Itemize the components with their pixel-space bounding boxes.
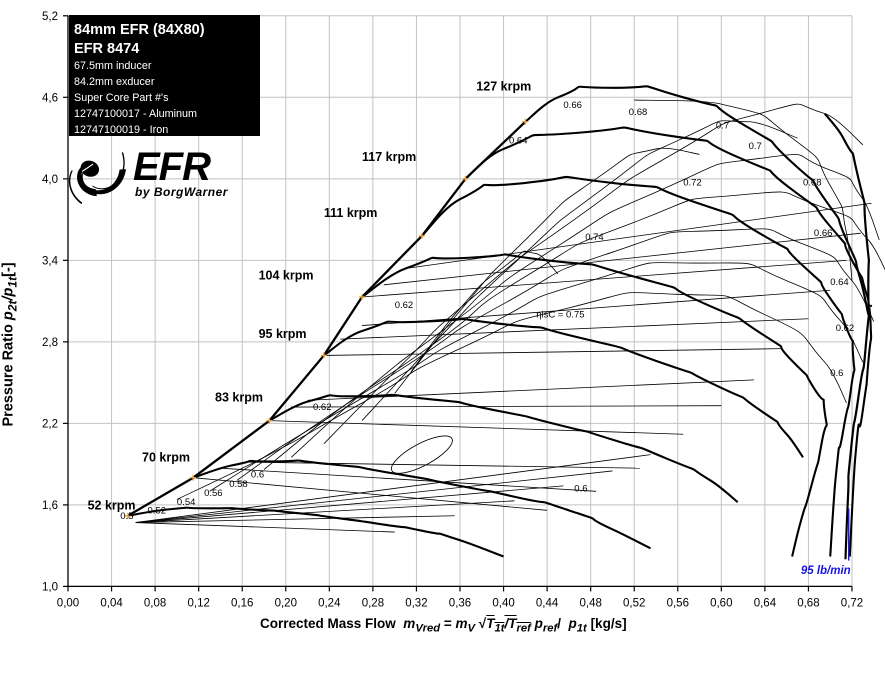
svg-text:0,08: 0,08 xyxy=(144,597,166,609)
svg-text:117 krpm: 117 krpm xyxy=(362,150,416,164)
svg-text:4,0: 4,0 xyxy=(42,174,58,186)
svg-text:4,6: 4,6 xyxy=(42,92,58,104)
svg-text:Super Core Part #'s: Super Core Part #'s xyxy=(74,92,169,104)
svg-text:0,40: 0,40 xyxy=(492,597,514,609)
svg-text:0.7: 0.7 xyxy=(749,141,762,152)
svg-text:0,32: 0,32 xyxy=(405,597,427,609)
svg-text:0.62: 0.62 xyxy=(313,402,332,413)
svg-text:95 lb/min: 95 lb/min xyxy=(801,565,851,577)
svg-text:3,4: 3,4 xyxy=(42,255,59,267)
svg-text:0,68: 0,68 xyxy=(797,597,819,609)
svg-text:0,72: 0,72 xyxy=(841,597,863,609)
svg-text:0.7: 0.7 xyxy=(716,121,729,132)
svg-text:0.6: 0.6 xyxy=(830,368,843,379)
svg-text:1,6: 1,6 xyxy=(42,500,58,512)
svg-text:0.72: 0.72 xyxy=(683,178,702,189)
svg-text:111 krpm: 111 krpm xyxy=(324,206,378,220)
svg-text:5,2: 5,2 xyxy=(42,11,58,23)
svg-text:12747100019 - Iron: 12747100019 - Iron xyxy=(74,124,168,136)
svg-text:2,2: 2,2 xyxy=(42,418,58,430)
svg-text:83 krpm: 83 krpm xyxy=(215,391,263,405)
svg-text:EFR 8474: EFR 8474 xyxy=(74,41,139,57)
svg-text:0.52: 0.52 xyxy=(148,506,167,517)
svg-text:84mm EFR (84X80): 84mm EFR (84X80) xyxy=(74,22,205,38)
svg-text:0.62: 0.62 xyxy=(836,323,855,334)
svg-text:0,64: 0,64 xyxy=(754,597,777,609)
svg-text:0,56: 0,56 xyxy=(667,597,689,609)
svg-text:0.66: 0.66 xyxy=(563,100,582,111)
svg-text:12747100017 - Aluminum: 12747100017 - Aluminum xyxy=(74,108,197,120)
svg-text:1,0: 1,0 xyxy=(42,581,58,593)
svg-text:70 krpm: 70 krpm xyxy=(142,450,190,464)
svg-text:0.64: 0.64 xyxy=(509,136,528,147)
svg-text:0,60: 0,60 xyxy=(710,597,732,609)
svg-text:0,28: 0,28 xyxy=(362,597,384,609)
svg-text:EFR: EFR xyxy=(133,145,211,189)
svg-text:ηisC = 0.75: ηisC = 0.75 xyxy=(536,309,584,320)
svg-text:0,52: 0,52 xyxy=(623,597,645,609)
svg-text:0.68: 0.68 xyxy=(803,178,822,189)
svg-text:0,12: 0,12 xyxy=(188,597,210,609)
svg-text:0.6: 0.6 xyxy=(574,483,587,494)
svg-text:0.5: 0.5 xyxy=(120,511,133,522)
svg-text:2,8: 2,8 xyxy=(42,337,58,349)
svg-text:0,04: 0,04 xyxy=(100,597,123,609)
svg-text:0.6: 0.6 xyxy=(251,470,264,481)
svg-text:0.54: 0.54 xyxy=(177,497,196,508)
svg-text:0.74: 0.74 xyxy=(585,232,604,243)
svg-text:0,00: 0,00 xyxy=(57,597,79,609)
svg-text:0.56: 0.56 xyxy=(204,488,223,499)
svg-text:0,48: 0,48 xyxy=(580,597,602,609)
svg-text:104 krpm: 104 krpm xyxy=(259,268,314,282)
svg-text:0.64: 0.64 xyxy=(830,277,849,288)
svg-text:0.68: 0.68 xyxy=(629,107,648,118)
svg-text:84.2mm exducer: 84.2mm exducer xyxy=(74,76,155,88)
svg-text:by BorgWarner: by BorgWarner xyxy=(135,185,229,199)
svg-text:0.58: 0.58 xyxy=(229,479,248,490)
svg-text:95 krpm: 95 krpm xyxy=(259,327,307,341)
svg-text:0.62: 0.62 xyxy=(395,300,414,311)
svg-text:0,44: 0,44 xyxy=(536,597,559,609)
svg-text:0,24: 0,24 xyxy=(318,597,341,609)
svg-text:0,20: 0,20 xyxy=(275,597,297,609)
svg-text:0,16: 0,16 xyxy=(231,597,253,609)
svg-text:0.66: 0.66 xyxy=(814,228,833,239)
svg-text:0,36: 0,36 xyxy=(449,597,471,609)
svg-text:67.5mm inducer: 67.5mm inducer xyxy=(74,60,152,72)
svg-text:127 krpm: 127 krpm xyxy=(476,80,531,94)
